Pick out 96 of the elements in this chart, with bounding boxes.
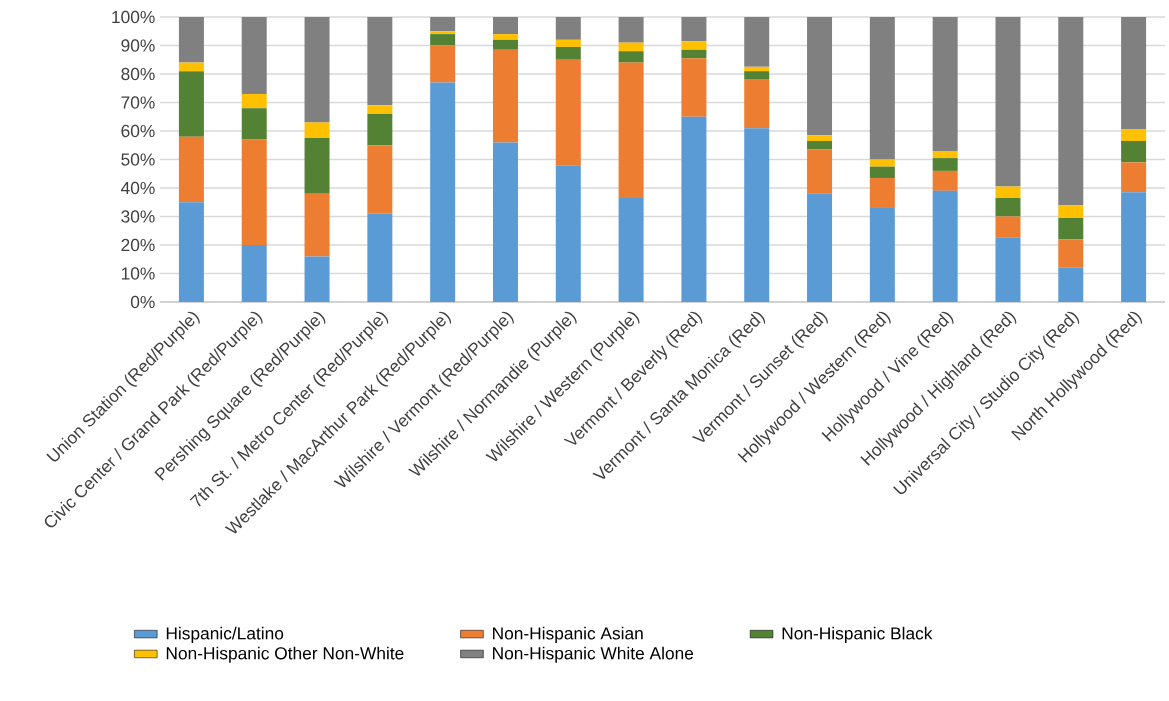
bar bbox=[932, 190, 958, 302]
bar bbox=[932, 150, 958, 159]
bar bbox=[430, 45, 456, 83]
bar bbox=[995, 216, 1021, 238]
bar bbox=[744, 71, 770, 80]
bar bbox=[1058, 205, 1084, 218]
y-tick-label: 90% bbox=[121, 39, 155, 52]
bar bbox=[492, 17, 518, 35]
y-tick-label: 50% bbox=[121, 153, 155, 166]
bar bbox=[681, 58, 707, 117]
bar bbox=[807, 193, 833, 302]
bar bbox=[555, 39, 581, 47]
bar bbox=[1121, 192, 1147, 302]
bar bbox=[241, 17, 267, 94]
bar bbox=[618, 197, 644, 302]
bar bbox=[241, 139, 267, 245]
bar bbox=[995, 17, 1021, 187]
bar bbox=[492, 142, 518, 302]
bar bbox=[178, 17, 204, 63]
y-tick-label: 20% bbox=[121, 238, 155, 252]
bar bbox=[932, 170, 958, 191]
bar bbox=[241, 93, 267, 109]
legend-label: Non-Hispanic White Alone bbox=[493, 646, 694, 663]
bar bbox=[618, 17, 644, 43]
bar bbox=[492, 39, 518, 50]
bar bbox=[304, 122, 330, 139]
bar bbox=[367, 145, 393, 214]
bar bbox=[178, 136, 204, 203]
bar bbox=[1121, 162, 1147, 193]
bar bbox=[618, 62, 644, 198]
legend-label: Non-Hispanic Black bbox=[782, 626, 933, 643]
bar bbox=[492, 34, 518, 40]
bar bbox=[1058, 17, 1084, 206]
bar bbox=[869, 166, 895, 179]
bar bbox=[178, 62, 204, 72]
bar bbox=[241, 245, 267, 302]
bar bbox=[430, 34, 456, 46]
bar bbox=[869, 178, 895, 208]
bar bbox=[932, 158, 958, 171]
bar bbox=[744, 17, 770, 67]
bar bbox=[430, 31, 456, 35]
bar bbox=[241, 108, 267, 140]
bar bbox=[932, 17, 958, 151]
bar bbox=[1058, 217, 1084, 240]
bar bbox=[995, 237, 1021, 302]
legend-label: Non-Hispanic Asian bbox=[493, 626, 643, 643]
bar bbox=[555, 46, 581, 60]
bar bbox=[1121, 140, 1147, 163]
bar bbox=[807, 135, 833, 141]
bar bbox=[807, 140, 833, 150]
y-tick-label: 100% bbox=[112, 10, 155, 24]
bar bbox=[1121, 17, 1147, 130]
bar bbox=[367, 113, 393, 146]
bar bbox=[492, 49, 518, 143]
bar bbox=[367, 213, 393, 302]
y-tick-label: 40% bbox=[121, 181, 155, 195]
bar bbox=[367, 17, 393, 106]
bar bbox=[618, 51, 644, 63]
bar bbox=[304, 17, 330, 123]
bar bbox=[555, 165, 581, 302]
bar bbox=[178, 202, 204, 302]
y-tick-label: 0% bbox=[130, 295, 155, 309]
bar bbox=[618, 42, 644, 52]
bar bbox=[681, 41, 707, 50]
bar bbox=[304, 256, 330, 302]
legend-label: Hispanic/Latino bbox=[166, 626, 284, 643]
y-tick-label: 30% bbox=[121, 210, 155, 223]
bar bbox=[367, 105, 393, 114]
bar bbox=[869, 207, 895, 302]
bar bbox=[304, 193, 330, 257]
y-tick-label: 60% bbox=[121, 124, 155, 138]
bar bbox=[681, 116, 707, 302]
bar bbox=[304, 138, 330, 194]
y-tick-label: 70% bbox=[121, 96, 155, 109]
bar bbox=[995, 186, 1021, 198]
bar bbox=[555, 17, 581, 40]
bar bbox=[1058, 239, 1084, 268]
bar bbox=[869, 17, 895, 160]
bar bbox=[430, 82, 456, 302]
bar bbox=[178, 71, 204, 137]
bar bbox=[744, 128, 770, 302]
bar bbox=[744, 79, 770, 129]
bar bbox=[807, 149, 833, 194]
y-tick-label: 80% bbox=[121, 67, 155, 81]
bar bbox=[995, 197, 1021, 217]
bar bbox=[869, 159, 895, 167]
y-tick-label: 10% bbox=[121, 267, 155, 280]
bar bbox=[555, 59, 581, 166]
bar bbox=[807, 17, 833, 136]
bar bbox=[681, 17, 707, 42]
legend-label: Non-Hispanic Other Non-White bbox=[166, 646, 404, 663]
bar bbox=[430, 17, 456, 32]
bar bbox=[744, 66, 770, 72]
bar bbox=[681, 49, 707, 59]
bar bbox=[1121, 129, 1147, 141]
bar bbox=[1058, 267, 1084, 302]
